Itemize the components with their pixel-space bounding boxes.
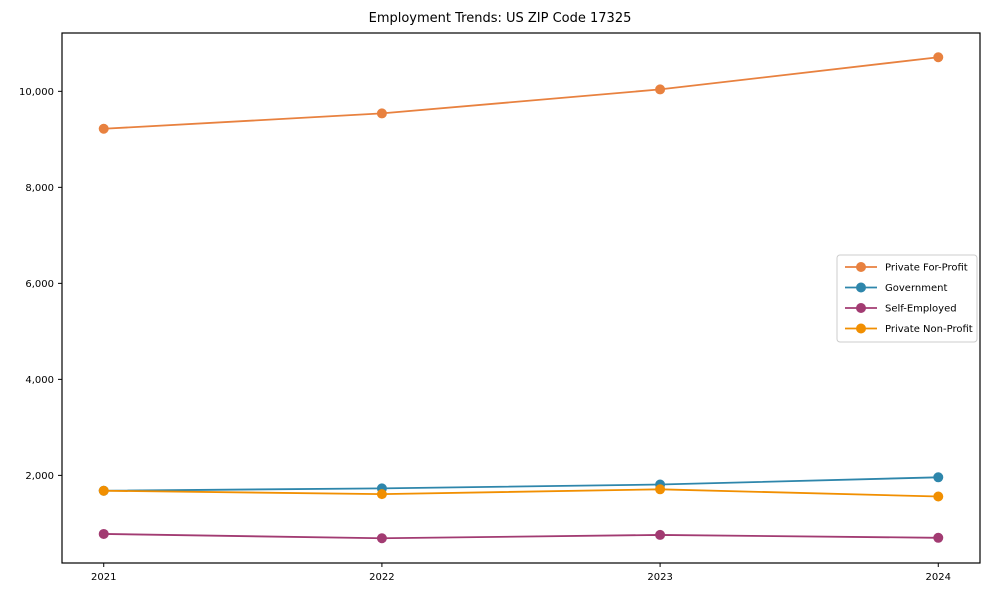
data-point-private-non-profit xyxy=(98,485,109,496)
data-point-self-employed xyxy=(98,528,109,539)
x-axis-tick-label: 2021 xyxy=(91,572,116,583)
legend-label: Self-Employed xyxy=(885,304,957,315)
series-line-private-non-profit xyxy=(103,488,939,498)
legend-box xyxy=(836,254,978,343)
series-line-government xyxy=(103,476,939,492)
legend: Private For-Profit Government Self-Employe… xyxy=(836,254,978,343)
legend-marker xyxy=(856,262,866,272)
legend-label: Government xyxy=(885,283,947,294)
legend-marker xyxy=(856,323,866,334)
data-point-self-employed xyxy=(933,532,944,543)
legend-marker xyxy=(856,303,866,313)
legend-entry-self-employed: Self-Employed xyxy=(845,303,957,315)
plot-frame xyxy=(61,32,981,564)
data-point-self-employed xyxy=(655,529,666,540)
legend-entry-private-non-profit: Private Non-Profit xyxy=(845,323,973,335)
legend-marker xyxy=(856,282,866,293)
x-axis-tick-label: 2024 xyxy=(926,572,951,583)
data-point-private-for-profit xyxy=(376,108,387,119)
legend-entry-private-for-profit: Private For-Profit xyxy=(845,262,968,274)
data-point-private-for-profit xyxy=(655,84,666,95)
data-point-government xyxy=(933,472,944,483)
data-point-private-non-profit xyxy=(376,489,387,500)
series-line-self-employed xyxy=(103,533,939,540)
legend-label: Private For-Profit xyxy=(885,263,968,274)
data-point-private-non-profit xyxy=(655,484,666,495)
series-line-private-for-profit xyxy=(103,56,939,130)
legend-entry-government: Government xyxy=(845,282,947,294)
data-point-private-for-profit xyxy=(933,52,944,63)
legend-label: Private Non-Profit xyxy=(885,324,973,335)
y-axis-tick-label: 4,000 xyxy=(25,375,54,386)
y-axis-tick-label: 10,000 xyxy=(19,87,54,98)
data-point-private-non-profit xyxy=(933,491,944,502)
data-point-private-for-profit xyxy=(98,123,109,134)
chart-title: Employment Trends: US ZIP Code 17325 xyxy=(368,11,632,26)
y-axis-tick-label: 8,000 xyxy=(25,183,54,194)
y-axis-tick-label: 2,000 xyxy=(25,471,54,482)
x-axis-tick-label: 2022 xyxy=(369,572,394,583)
data-point-self-employed xyxy=(376,533,387,544)
y-axis-tick-label: 6,000 xyxy=(25,279,54,290)
x-axis-tick-label: 2023 xyxy=(647,572,672,583)
